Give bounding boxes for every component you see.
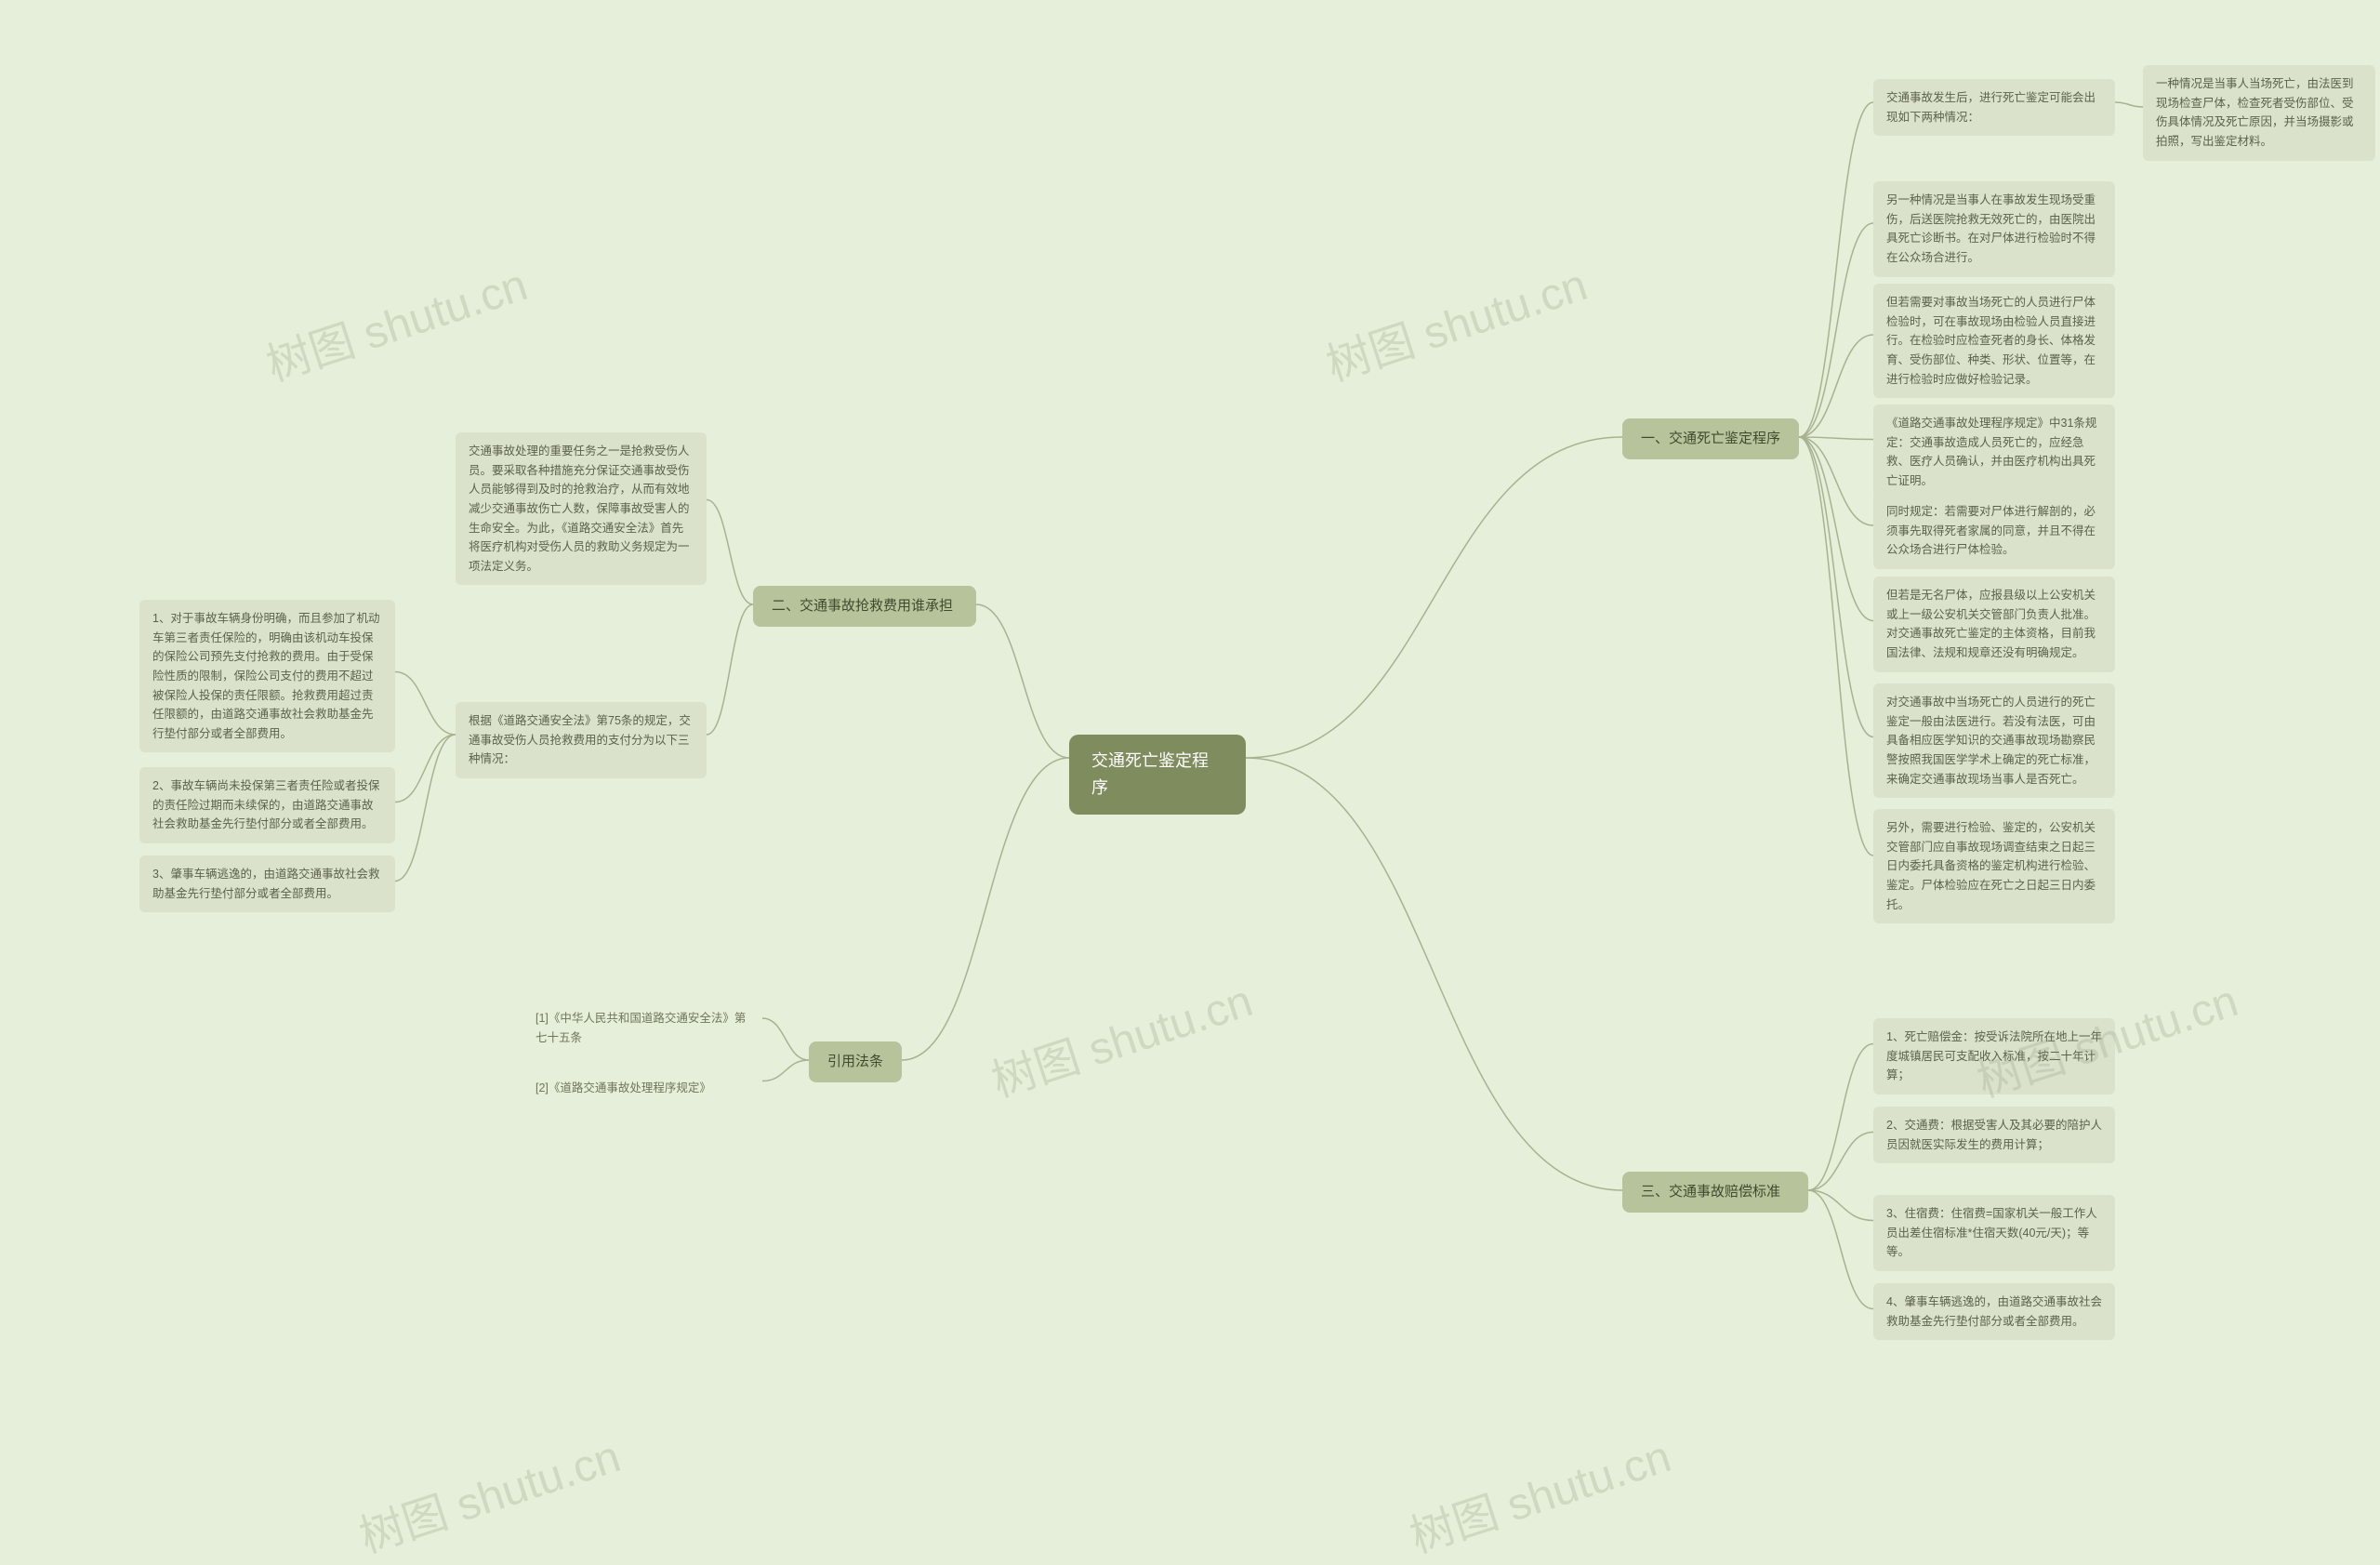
leaf-b3-1: 1、死亡赔偿金：按受诉法院所在地上一年度城镇居民可支配收入标准，按二十年计算； (1873, 1018, 2115, 1094)
leaf-b1-3: 但若需要对事故当场死亡的人员进行尸体检验时，可在事故现场由检验人员直接进行。在检… (1873, 284, 2115, 398)
leaf-b3-3: 3、住宿费：住宿费=国家机关一般工作人员出差住宿标准*住宿天数(40元/天)；等… (1873, 1195, 2115, 1271)
leaf-b1-1: 一种情况是当事人当场死亡，由法医到现场检查尸体，检查死者受伤部位、受伤具体情况及… (2143, 65, 2375, 161)
branch-2[interactable]: 二、交通事故抢救费用谁承担 (753, 586, 976, 627)
leaf-b3-4: 4、肇事车辆逃逸的，由道路交通事故社会救助基金先行垫付部分或者全部费用。 (1873, 1283, 2115, 1340)
leaf-b1-2: 另一种情况是当事人在事故发生现场受重伤，后送医院抢救无效死亡的，由医院出具死亡诊… (1873, 181, 2115, 277)
leaf-b1-5: 同时规定：若需要对尸体进行解剖的，必须事先取得死者家属的同意，并且不得在公众场合… (1873, 493, 2115, 569)
watermark: 树图 shutu.cn (982, 964, 1259, 1109)
leaf-b4-2: [2]《道路交通事故处理程序规定》 (521, 1069, 762, 1107)
branch-3[interactable]: 三、交通事故赔偿标准 (1622, 1172, 1808, 1213)
leaf-b2-1: 交通事故处理的重要任务之一是抢救受伤人员。要采取各种措施充分保证交通事故受伤人员… (456, 432, 707, 585)
watermark: 树图 shutu.cn (257, 248, 534, 393)
watermark: 树图 shutu.cn (1316, 248, 1593, 393)
branch-1[interactable]: 一、交通死亡鉴定程序 (1622, 418, 1799, 459)
watermark: 树图 shutu.cn (350, 1420, 627, 1565)
leaf-b1-6: 但若是无名尸体，应报县级以上公安机关或上一级公安机关交管部门负责人批准。对交通事… (1873, 577, 2115, 672)
leaf-b1-intro: 交通事故发生后，进行死亡鉴定可能会出现如下两种情况： (1873, 79, 2115, 136)
leaf-b2-2: 根据《道路交通安全法》第75条的规定，交通事故受伤人员抢救费用的支付分为以下三种… (456, 702, 707, 778)
leaf-b3-2: 2、交通费：根据受害人及其必要的陪护人员因就医实际发生的费用计算； (1873, 1107, 2115, 1163)
leaf-b2-2c: 3、肇事车辆逃逸的，由道路交通事故社会救助基金先行垫付部分或者全部费用。 (139, 855, 395, 912)
leaf-b1-4: 《道路交通事故处理程序规定》中31条规定：交通事故造成人员死亡的，应经急救、医疗… (1873, 405, 2115, 500)
leaf-b1-7: 对交通事故中当场死亡的人员进行的死亡鉴定一般由法医进行。若没有法医，可由具备相应… (1873, 683, 2115, 798)
leaf-b1-8: 另外，需要进行检验、鉴定的，公安机关交管部门应自事故现场调查结束之日起三日内委托… (1873, 809, 2115, 923)
leaf-b2-2a: 1、对于事故车辆身份明确，而且参加了机动车第三者责任保险的，明确由该机动车投保的… (139, 600, 395, 752)
root-node[interactable]: 交通死亡鉴定程序 (1069, 735, 1246, 815)
branch-4[interactable]: 引用法条 (809, 1041, 902, 1082)
watermark: 树图 shutu.cn (1400, 1420, 1677, 1565)
leaf-b4-1: [1]《中华人民共和国道路交通安全法》第七十五条 (521, 1000, 762, 1056)
leaf-b2-2b: 2、事故车辆尚未投保第三者责任险或者投保的责任险过期而未续保的，由道路交通事故社… (139, 767, 395, 843)
